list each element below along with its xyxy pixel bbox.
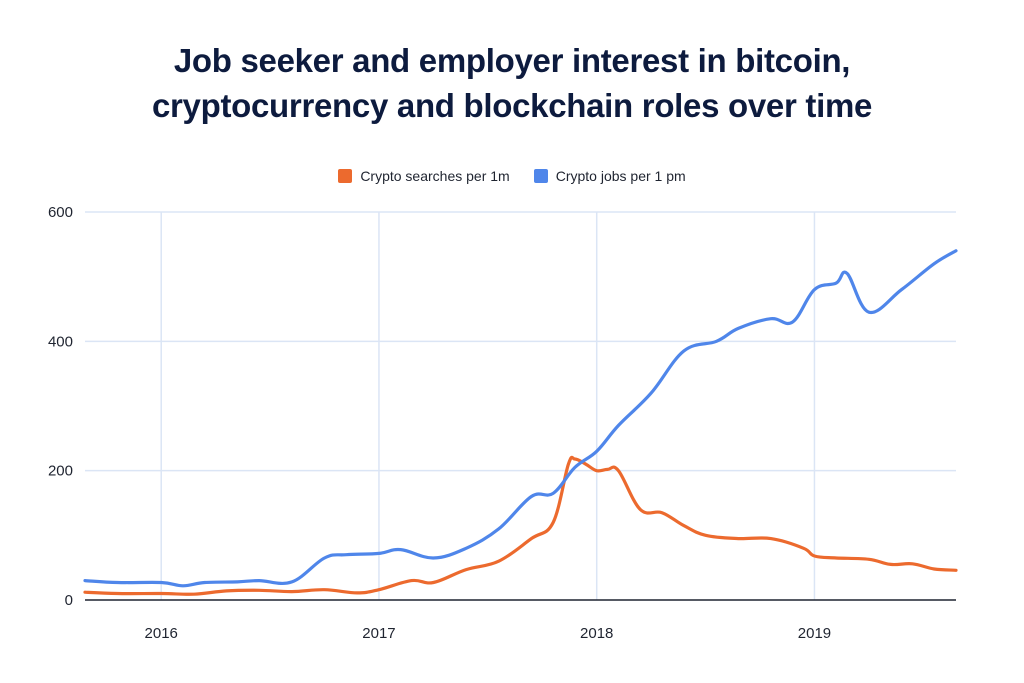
x-tick-label: 2019 <box>798 625 831 642</box>
series-line-crypto-searches <box>83 455 958 596</box>
x-tick-label: 2018 <box>580 625 613 642</box>
series-line-crypto-jobs <box>83 249 958 588</box>
y-tick-label: 200 <box>48 463 73 480</box>
legend-item-searches: Crypto searches per 1m <box>338 168 510 184</box>
chart-title-line-1: Job seeker and employer interest in bitc… <box>173 42 851 79</box>
chart-title: Job seeker and employer interest in bitc… <box>0 38 1024 128</box>
y-tick-label: 0 <box>65 592 73 609</box>
x-tick-label: 2016 <box>145 625 178 642</box>
legend-swatch-searches <box>338 169 353 183</box>
legend-item-jobs: Crypto jobs per 1 pm <box>533 168 686 184</box>
legend-swatch-jobs <box>533 169 548 183</box>
y-tick-label: 400 <box>48 333 73 350</box>
y-tick-label: 600 <box>48 204 73 221</box>
chart-legend: Crypto searches per 1m Crypto jobs per 1… <box>0 168 1024 184</box>
legend-label-jobs: Crypto jobs per 1 pm <box>555 168 686 184</box>
legend-label-searches: Crypto searches per 1m <box>360 168 510 184</box>
chart-title-line-2: cryptocurrency and blockchain roles over… <box>151 87 873 124</box>
x-tick-label: 2017 <box>362 625 395 642</box>
